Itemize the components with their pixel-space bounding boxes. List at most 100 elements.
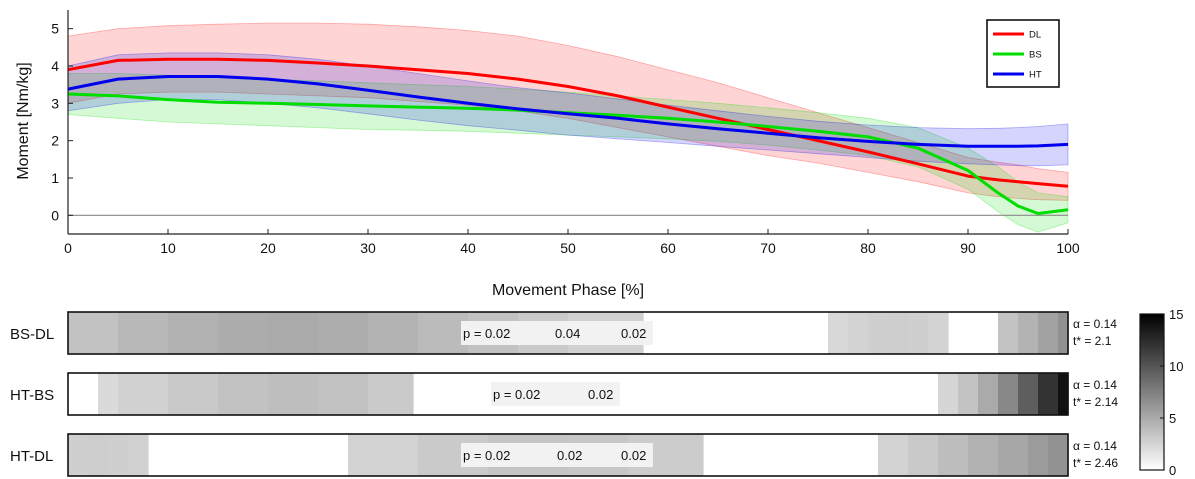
x-tick-label: 70 bbox=[760, 240, 776, 256]
spm-cell bbox=[968, 434, 999, 476]
spm-cell bbox=[998, 373, 1019, 415]
legend: DL BS HT bbox=[986, 19, 1060, 88]
t-critical-text: t* = 2.14 bbox=[1073, 395, 1118, 409]
y-axis-label: Moment [Nm/kg] bbox=[15, 62, 32, 179]
alpha-text: α = 0.14 bbox=[1073, 378, 1117, 392]
y-tick-label: 1 bbox=[51, 170, 59, 186]
x-tick-label: 10 bbox=[160, 240, 176, 256]
spm-cell bbox=[998, 434, 1029, 476]
mean-lines bbox=[67, 57, 1069, 215]
spm-cell bbox=[1058, 373, 1069, 415]
legend-label-bs: BS bbox=[1029, 50, 1042, 61]
alpha-text: α = 0.14 bbox=[1073, 439, 1117, 453]
y-tick-label: 3 bbox=[51, 95, 59, 111]
colorbar-tick-label: 10 bbox=[1169, 359, 1183, 374]
spm-cell bbox=[1048, 434, 1069, 476]
y-tick-label: 2 bbox=[51, 133, 59, 149]
t-critical-text: t* = 2.46 bbox=[1073, 456, 1118, 470]
spm-row-ht-bs: p = 0.02 0.02 HT-BS α = 0.14 t* = 2.14 bbox=[10, 372, 1118, 416]
p-value: 0.02 bbox=[588, 387, 613, 402]
x-tick-label: 90 bbox=[960, 240, 976, 256]
colorbar-tick-label: 5 bbox=[1169, 411, 1176, 426]
p-value: 0.02 bbox=[621, 326, 646, 341]
x-tick-label: 60 bbox=[660, 240, 676, 256]
x-tick-label: 50 bbox=[560, 240, 576, 256]
spm-cell bbox=[118, 373, 169, 415]
p-value: 0.02 bbox=[621, 448, 646, 463]
spm-cell bbox=[168, 312, 219, 354]
y-tick-label: 0 bbox=[51, 207, 59, 223]
legend-label-dl: DL bbox=[1029, 30, 1041, 41]
axes: 0 10 20 30 40 50 60 70 80 90 100 0 1 2 3 4 5 bbox=[51, 10, 1080, 256]
spm-cell bbox=[1018, 312, 1039, 354]
spm-cell bbox=[268, 312, 319, 354]
spm-row-frame bbox=[67, 311, 1069, 355]
spm-cell bbox=[878, 434, 909, 476]
p-value: 0.02 bbox=[557, 448, 582, 463]
band-bs bbox=[67, 73, 1069, 233]
spm-row-label: BS-DL bbox=[10, 326, 54, 343]
p-value-box bbox=[491, 382, 620, 406]
spm-cell bbox=[938, 373, 959, 415]
spm-cell bbox=[268, 373, 319, 415]
spm-cell bbox=[908, 434, 939, 476]
spm-row-ht-dl: p = 0.02 0.02 0.02 HT-DL α = 0.14 t* = 2.46 bbox=[10, 433, 1118, 477]
colorbar: 0 5 10 15 bbox=[1139, 307, 1183, 478]
y-tick-label: 4 bbox=[51, 58, 59, 74]
spm-cell bbox=[848, 312, 869, 354]
p-value-box bbox=[461, 321, 653, 345]
spm-cell bbox=[108, 434, 129, 476]
spm-cell bbox=[318, 373, 369, 415]
spm-row-label: HT-BS bbox=[10, 387, 54, 404]
p-value: p = 0.02 bbox=[493, 387, 540, 402]
spm-cell bbox=[828, 312, 849, 354]
spm-cell bbox=[98, 373, 119, 415]
p-value-box bbox=[461, 443, 653, 467]
spm-cell bbox=[218, 312, 269, 354]
x-axis-label: Movement Phase [%] bbox=[492, 282, 644, 299]
spm-row-label: HT-DL bbox=[10, 448, 53, 465]
spm-cell bbox=[318, 312, 369, 354]
spm-cell bbox=[118, 312, 169, 354]
spm-cell bbox=[888, 312, 909, 354]
alpha-text: α = 0.14 bbox=[1073, 317, 1117, 331]
spm-cell bbox=[88, 434, 109, 476]
line-ht bbox=[67, 75, 1069, 148]
line-bs bbox=[67, 92, 1069, 215]
spm-cell bbox=[1038, 373, 1059, 415]
y-tick-label: 5 bbox=[51, 21, 59, 37]
x-tick-label: 30 bbox=[360, 240, 376, 256]
moment-line-chart: 0 10 20 30 40 50 60 70 80 90 100 0 1 2 3 4 5 Movement Ph… bbox=[15, 10, 1080, 299]
spm-cell bbox=[1018, 373, 1039, 415]
x-tick-label: 20 bbox=[260, 240, 276, 256]
spm-row-frame bbox=[67, 433, 1069, 477]
confidence-bands bbox=[67, 22, 1069, 233]
spm-cell bbox=[1058, 312, 1069, 354]
spm-cell bbox=[368, 373, 414, 415]
spm-cell bbox=[68, 312, 119, 354]
t-critical-text: t* = 2.1 bbox=[1073, 334, 1112, 348]
spm-cell bbox=[938, 434, 969, 476]
x-tick-label: 80 bbox=[860, 240, 876, 256]
spm-cell bbox=[978, 373, 999, 415]
spm-row-frame bbox=[67, 372, 1069, 416]
x-tick-label: 100 bbox=[1056, 240, 1080, 256]
spm-cell bbox=[958, 373, 979, 415]
spm-cell bbox=[168, 373, 219, 415]
x-tick-label: 0 bbox=[64, 240, 72, 256]
spm-cell bbox=[998, 312, 1019, 354]
spm-cell bbox=[928, 312, 949, 354]
spm-cell bbox=[348, 434, 419, 476]
p-value: p = 0.02 bbox=[463, 448, 510, 463]
p-value: p = 0.02 bbox=[463, 326, 510, 341]
spm-cell bbox=[418, 312, 469, 354]
spm-row-bs-dl: p = 0.02 0.04 0.02 BS-DL α = 0.14 t* = 2.1 bbox=[10, 311, 1117, 355]
spm-cell bbox=[128, 434, 149, 476]
p-value: 0.04 bbox=[555, 326, 580, 341]
spm-cell bbox=[368, 312, 419, 354]
spm-cell bbox=[1038, 312, 1059, 354]
spm-cell bbox=[1028, 434, 1049, 476]
colorbar-tick-label: 0 bbox=[1169, 463, 1176, 478]
